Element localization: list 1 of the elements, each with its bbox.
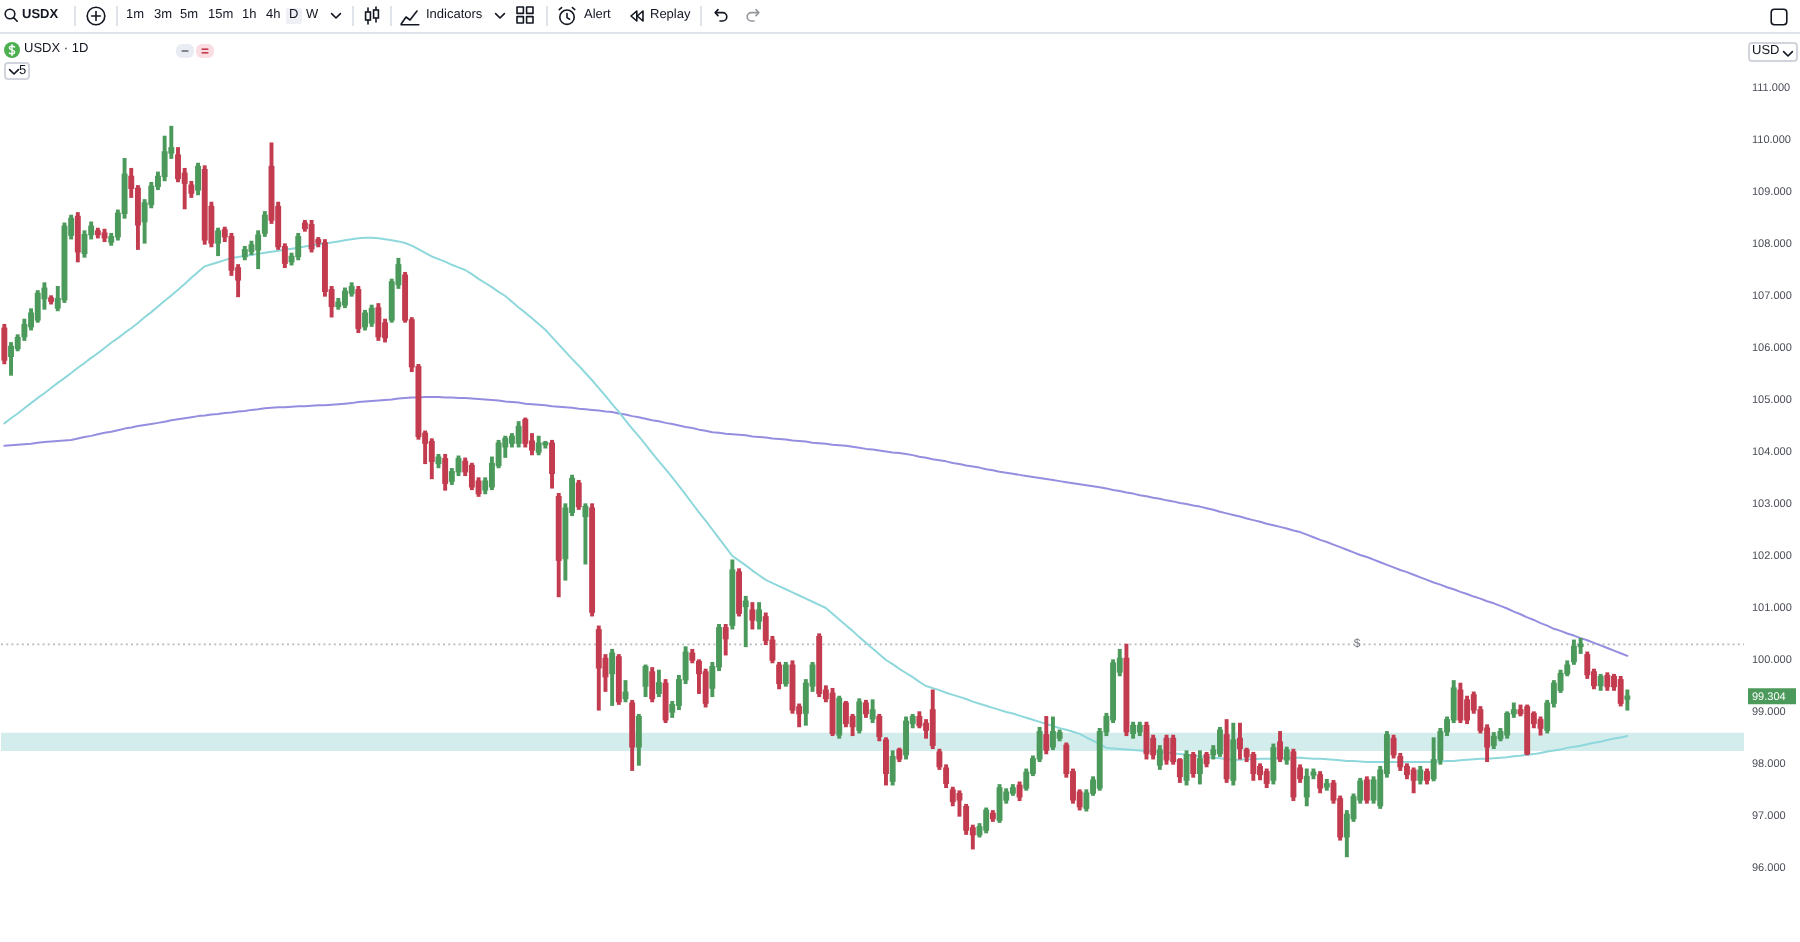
candlestick [742, 595, 749, 648]
